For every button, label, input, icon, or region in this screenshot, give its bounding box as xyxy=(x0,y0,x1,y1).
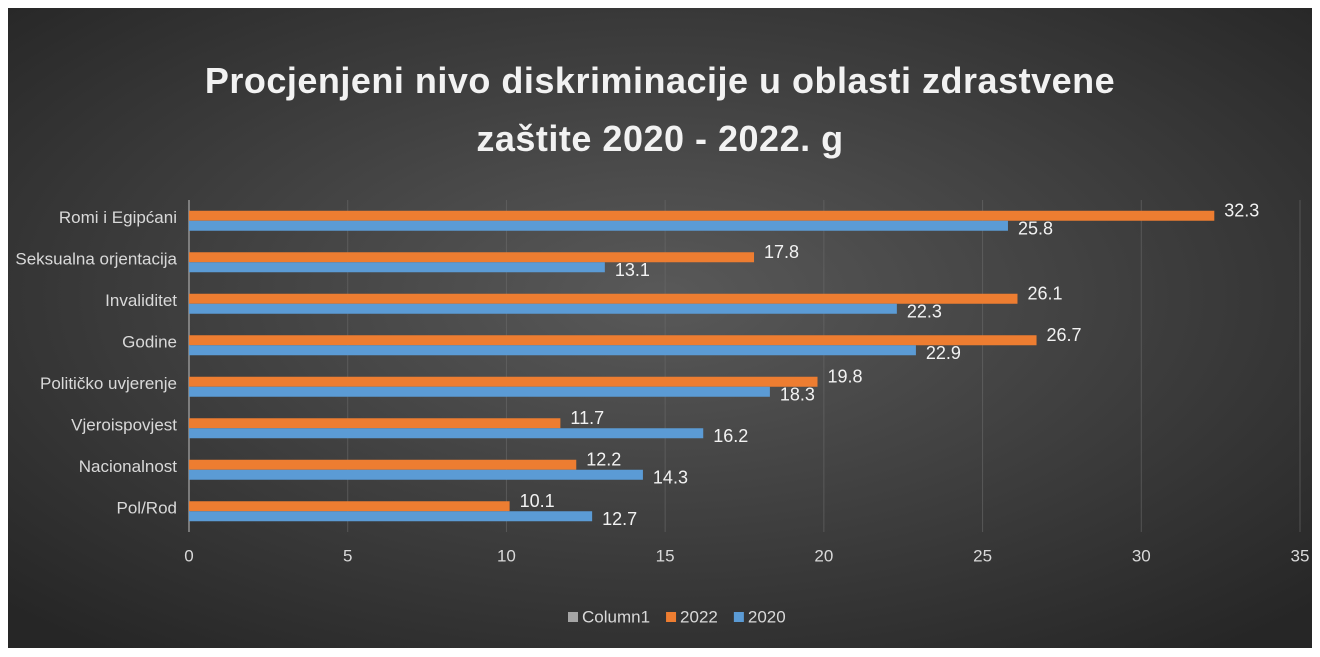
y-tick-label: Političko uvjerenje xyxy=(40,374,177,393)
x-tick-label: 15 xyxy=(656,546,675,565)
chart-title: Procjenjeni nivo diskriminacije u oblast… xyxy=(204,60,1116,159)
x-tick-label: 35 xyxy=(1291,546,1310,565)
bar xyxy=(189,210,1215,221)
bar xyxy=(189,428,704,439)
value-label: 32.3 xyxy=(1224,201,1259,221)
value-label: 18.3 xyxy=(780,385,815,405)
y-tick-label: Godine xyxy=(122,333,177,352)
bar xyxy=(189,335,1037,346)
value-label: 19.8 xyxy=(828,367,863,387)
y-tick-label: Vjeroispovjest xyxy=(71,416,177,435)
bar xyxy=(189,252,755,263)
x-tick-label: 30 xyxy=(1132,546,1151,565)
y-tick-label: Pol/Rod xyxy=(117,499,177,518)
bar xyxy=(189,376,818,387)
chart-background xyxy=(8,8,1312,648)
y-tick-label: Nacionalnost xyxy=(79,457,178,476)
y-tick-label: Invaliditet xyxy=(105,291,177,310)
legend-swatch xyxy=(733,612,744,622)
bar xyxy=(189,345,916,356)
value-label: 12.2 xyxy=(586,450,621,470)
bar xyxy=(189,262,605,273)
bar xyxy=(189,386,770,397)
y-tick-label: Romi i Egipćani xyxy=(59,208,177,227)
value-label: 13.1 xyxy=(615,260,650,280)
value-label: 17.8 xyxy=(764,242,799,262)
legend-label: Column1 xyxy=(582,607,650,626)
value-label: 11.7 xyxy=(570,408,604,428)
value-label: 12.7 xyxy=(602,509,637,529)
value-label: 25.8 xyxy=(1018,219,1053,239)
bar xyxy=(189,220,1008,231)
value-label: 22.3 xyxy=(907,302,942,322)
value-label: 10.1 xyxy=(520,491,555,511)
legend-swatch xyxy=(666,612,677,622)
bar xyxy=(189,501,510,512)
value-label: 16.2 xyxy=(713,426,748,446)
bar xyxy=(189,303,897,314)
bar xyxy=(189,418,561,429)
legend-label: 2022 xyxy=(680,607,718,626)
legend-label: 2020 xyxy=(748,607,786,626)
legend-swatch xyxy=(568,612,578,622)
x-tick-label: 20 xyxy=(814,546,833,565)
value-label: 22.9 xyxy=(926,343,961,363)
bar xyxy=(189,511,593,522)
value-label: 26.7 xyxy=(1047,325,1082,345)
value-label: 26.1 xyxy=(1027,284,1062,304)
y-tick-label: Seksualna orjentacija xyxy=(15,250,177,269)
x-tick-label: 5 xyxy=(343,546,352,565)
x-tick-label: 25 xyxy=(973,546,992,565)
x-tick-label: 10 xyxy=(497,546,516,565)
bar xyxy=(189,469,643,480)
bar xyxy=(189,293,1018,304)
x-tick-label: 0 xyxy=(184,546,193,565)
value-label: 14.3 xyxy=(653,468,688,488)
bar xyxy=(189,459,577,470)
